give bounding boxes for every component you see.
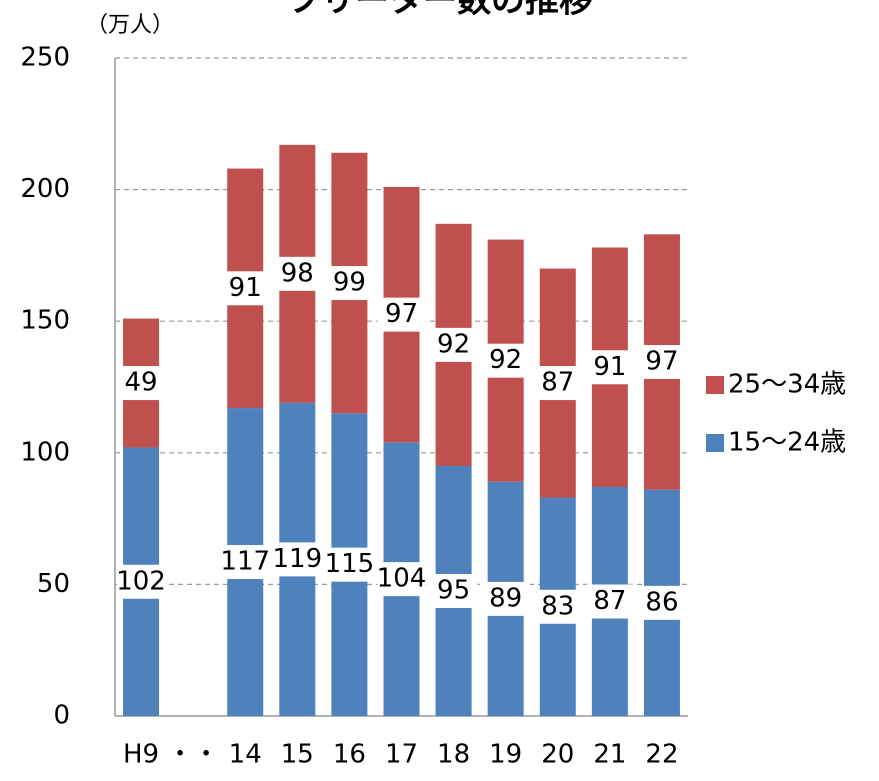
x-tick-label: 18 [437, 740, 470, 770]
label-bg [429, 573, 478, 608]
data-label: 87 [541, 368, 574, 398]
data-label: 102 [116, 566, 166, 596]
y-tick-label: 250 [20, 43, 70, 73]
data-label: 99 [333, 268, 366, 298]
data-label: 49 [124, 368, 157, 398]
data-label: 86 [645, 587, 678, 617]
label-bg [637, 344, 686, 379]
data-label: 91 [593, 352, 626, 382]
label-bg [117, 366, 166, 401]
label-bg [377, 297, 426, 332]
x-tick-label: 22 [645, 740, 678, 770]
legend-label: 25〜34歳 [728, 370, 846, 400]
x-tick-label: 14 [229, 740, 262, 770]
data-label: 91 [229, 273, 262, 303]
label-bg [481, 581, 530, 616]
x-tick-label: 21 [593, 740, 626, 770]
label-bg [325, 547, 374, 582]
data-label: 95 [437, 575, 470, 605]
data-label: 119 [272, 544, 322, 574]
data-label: 97 [645, 346, 678, 376]
x-tick-label: H9 [123, 740, 159, 770]
data-label: 92 [489, 345, 522, 375]
data-label: 104 [377, 564, 427, 594]
x-tick-label: 17 [385, 740, 418, 770]
label-bg [481, 343, 530, 378]
y-unit: （万人） [86, 13, 174, 38]
data-label: 83 [541, 591, 574, 621]
label-bg [117, 564, 166, 599]
data-label: 87 [593, 586, 626, 616]
data-label: 117 [220, 547, 270, 577]
data-label: 115 [325, 549, 375, 579]
label-bg [585, 350, 634, 385]
y-tick-label: 50 [37, 569, 70, 599]
label-bg [533, 589, 582, 624]
data-label: 92 [437, 329, 470, 359]
y-tick-label: 0 [53, 701, 70, 731]
label-bg [377, 562, 426, 597]
data-label: 97 [385, 299, 418, 329]
label-bg [221, 545, 270, 580]
legend-swatch [706, 376, 724, 394]
label-bg [273, 542, 322, 577]
x-tick-label: 19 [489, 740, 522, 770]
y-tick-label: 200 [20, 174, 70, 204]
x-tick-label: ・・ [167, 740, 219, 770]
x-tick-label: 16 [333, 740, 366, 770]
x-tick-label: 15 [281, 740, 314, 770]
data-label: 98 [281, 258, 314, 288]
label-bg [221, 271, 270, 306]
chart-title: フリーター数の推移 [287, 0, 593, 21]
legend-swatch [706, 434, 724, 452]
label-bg [273, 256, 322, 291]
x-tick-label: 20 [541, 740, 574, 770]
label-bg [429, 327, 478, 362]
label-bg [325, 266, 374, 301]
y-tick-label: 150 [20, 306, 70, 336]
label-bg [637, 585, 686, 620]
label-bg [585, 584, 634, 619]
legend-label: 15〜24歳 [728, 428, 846, 458]
y-tick-label: 100 [20, 437, 70, 467]
label-bg [533, 366, 582, 401]
data-label: 89 [489, 583, 522, 613]
